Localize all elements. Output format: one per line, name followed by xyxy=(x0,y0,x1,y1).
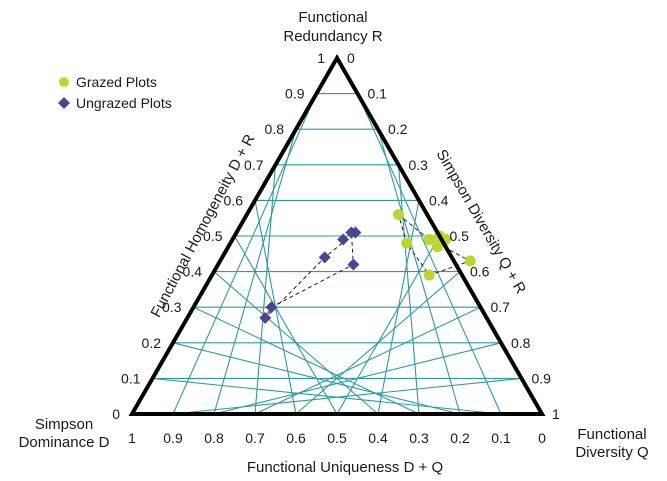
triangle-outline xyxy=(128,53,546,416)
point-ungrazed-plots xyxy=(347,258,360,271)
ternary-grid xyxy=(152,93,522,415)
point-ungrazed-plots xyxy=(265,301,278,314)
tick-label-left: 0.1 xyxy=(121,370,141,386)
corner-label-right-line1: Functional xyxy=(577,426,646,443)
corner-label-left-line1: Simpson xyxy=(35,416,93,433)
tick-label-left: 0.3 xyxy=(162,299,182,315)
corner-label-top-line1: Functional xyxy=(298,9,367,26)
grid-line xyxy=(193,306,420,415)
tick-label-left: 0.2 xyxy=(142,335,162,351)
legend-label-ungrazed: Ungrazed Plots xyxy=(76,95,172,111)
tick-label-right: 0.1 xyxy=(368,86,388,102)
hull-lines xyxy=(264,213,472,319)
corner-label-right-line2: Diversity Q xyxy=(575,444,648,461)
grid-line xyxy=(172,377,522,415)
tick-label-left: 0.6 xyxy=(224,192,244,208)
tick-label-bottom: 0.7 xyxy=(245,430,265,446)
tick-label-right: 0.4 xyxy=(429,192,449,208)
legend: Grazed Plots Ungrazed Plots xyxy=(58,74,172,111)
grid-line xyxy=(152,377,502,415)
hull-grazed-plots xyxy=(397,213,472,276)
tick-label-bottom: 1 xyxy=(128,430,136,446)
tick-label-bottom: 0.6 xyxy=(286,430,306,446)
point-grazed-plots xyxy=(401,237,413,249)
tick-label-left: 0.7 xyxy=(244,157,264,173)
tick-label-right: 0.5 xyxy=(450,228,470,244)
legend-label-grazed: Grazed Plots xyxy=(76,74,157,90)
tick-label-right: 0.6 xyxy=(470,264,490,280)
tick-label-left: 1 xyxy=(317,50,325,66)
tick-label-bottom: 0.4 xyxy=(368,430,388,446)
point-grazed-plots xyxy=(423,269,435,281)
point-ungrazed-plots xyxy=(259,311,272,324)
tick-label-right: 0.3 xyxy=(409,157,429,173)
tick-label-bottom: 0.5 xyxy=(327,430,347,446)
tick-label-bottom: 0.2 xyxy=(450,430,470,446)
point-grazed-plots xyxy=(393,209,404,221)
point-ungrazed-plots xyxy=(337,233,350,246)
grid-line xyxy=(234,235,338,415)
tick-label-left: 0.5 xyxy=(203,228,223,244)
tick-label-right: 0 xyxy=(347,50,355,66)
tick-label-left: 0.9 xyxy=(285,86,305,102)
tick-label-right: 1 xyxy=(552,406,560,422)
point-grazed-plots xyxy=(464,255,476,267)
tick-label-right: 0.2 xyxy=(388,121,408,137)
tick-label-bottom: 0.8 xyxy=(204,430,224,446)
axis-title-bottom: Functional Uniqueness D + Q xyxy=(247,459,443,476)
point-ungrazed-plots xyxy=(318,251,331,264)
tick-label-right: 0.9 xyxy=(532,370,552,386)
tick-label-bottom: 0 xyxy=(538,430,546,446)
grid-line xyxy=(254,306,481,415)
tick-label-bottom: 0.1 xyxy=(491,430,511,446)
tick-label-bottom: 0.9 xyxy=(163,430,183,446)
legend-marker-grazed xyxy=(59,77,69,87)
point-ungrazed-plots xyxy=(349,226,362,239)
corner-label-top-line2: Redundancy R xyxy=(283,28,382,45)
tick-labels: 00.10.20.30.40.50.60.70.80.91 00.10.20.30… xyxy=(112,50,560,446)
tick-label-left: 0.8 xyxy=(265,121,285,137)
tick-label-right: 0.8 xyxy=(511,335,531,351)
tick-label-left: 0 xyxy=(112,406,120,422)
hull-ungrazed-plots xyxy=(264,231,357,319)
tick-label-left: 0.4 xyxy=(183,264,203,280)
tick-label-right: 0.7 xyxy=(491,299,511,315)
corner-label-left-line2: Dominance D xyxy=(19,434,110,451)
legend-marker-ungrazed xyxy=(58,97,70,109)
tick-label-bottom: 0.3 xyxy=(409,430,429,446)
point-grazed-plots xyxy=(423,234,435,246)
point-grazed-plots xyxy=(431,241,443,253)
